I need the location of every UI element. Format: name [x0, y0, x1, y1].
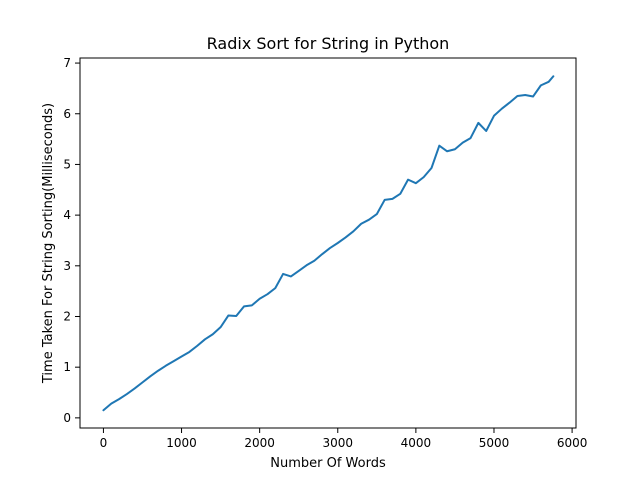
x-tick-label: 2000 [244, 436, 275, 450]
y-tick-label: 0 [63, 411, 71, 425]
y-tick-label: 3 [63, 259, 71, 273]
series-group [102, 75, 555, 412]
x-tick-label: 5000 [479, 436, 510, 450]
x-axis-ticks: 0 1000 2000 3000 4000 5000 6000 [100, 428, 588, 450]
y-tick-label: 4 [63, 208, 71, 222]
y-tick-label: 2 [63, 309, 71, 323]
x-tick-label: 3000 [322, 436, 353, 450]
y-tick-label: 6 [63, 107, 71, 121]
y-tick-label: 5 [63, 157, 71, 171]
x-axis-label: Number Of Words [270, 456, 386, 471]
y-axis-ticks: 0 1 2 3 4 5 6 7 [63, 56, 80, 425]
x-tick-label: 6000 [557, 436, 588, 450]
x-tick-label: 4000 [401, 436, 432, 450]
y-axis-label: Time Taken For String Sorting(Millisecon… [41, 103, 56, 384]
y-tick-label: 7 [63, 56, 71, 70]
series-line [102, 75, 555, 412]
plot-frame [79, 57, 577, 429]
x-tick-label: 0 [100, 436, 108, 450]
chart-title: Radix Sort for String in Python [207, 34, 450, 53]
x-tick-label: 1000 [166, 436, 197, 450]
y-tick-label: 1 [63, 360, 71, 374]
